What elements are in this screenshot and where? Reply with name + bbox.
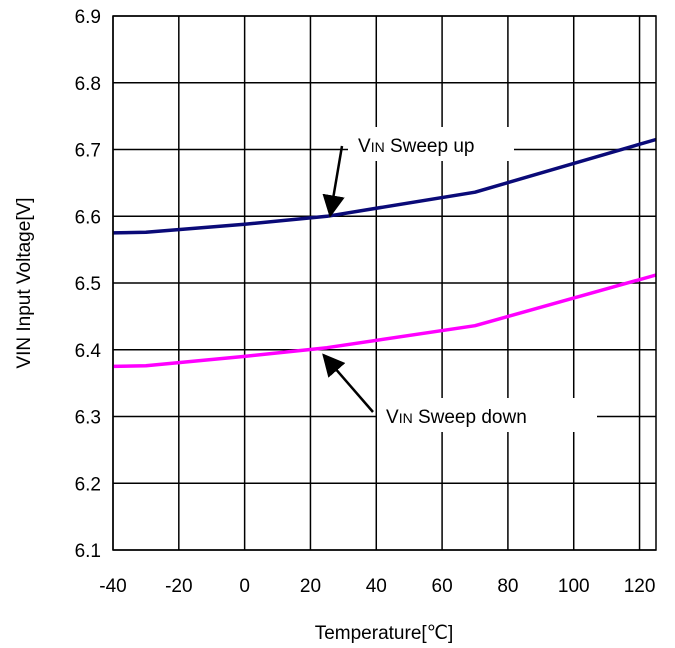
x-tick-label: -40	[99, 576, 126, 597]
y-tick-label: 6.1	[75, 541, 101, 562]
y-tick-label: 6.5	[75, 274, 101, 295]
series-line-2	[112, 273, 657, 369]
y-tick-labels: 6.1 6.2 6.3 6.4 6.5 6.6 6.7 6.8 6.9	[75, 7, 102, 562]
x-tick-label: -20	[165, 576, 192, 597]
annotation-arrow	[322, 145, 345, 218]
y-tick-label: 6.3	[75, 408, 101, 429]
y-axis-title: VIN Input Voltage[V]	[14, 197, 35, 368]
y-tick-label: 6.6	[75, 207, 101, 228]
y-tick-label: 6.8	[75, 74, 101, 95]
x-tick-label: 100	[558, 576, 590, 597]
plot-frame	[112, 15, 657, 551]
x-tick-labels: -40 -20 0 20 40 60 80 100 120	[99, 576, 655, 597]
y-tick-label: 6.7	[75, 141, 101, 162]
annotation-arrow	[322, 353, 374, 413]
x-tick-label: 60	[432, 576, 453, 597]
grid-lines	[112, 15, 656, 551]
annotation-box	[348, 127, 514, 161]
x-tick-label: 40	[366, 576, 387, 597]
x-axis-title: Temperature[℃]	[315, 623, 454, 644]
x-tick-label: 0	[239, 576, 250, 597]
annotations: VIN Sweep up VIN Sweep down	[322, 127, 597, 432]
y-tick-label: 6.4	[75, 341, 102, 362]
series-lines	[112, 137, 657, 369]
y-tick-label: 6.9	[75, 7, 101, 28]
x-tick-label: 80	[497, 576, 518, 597]
x-tick-label: 120	[624, 576, 656, 597]
annotation-label: VIN Sweep up	[358, 136, 474, 157]
annotation-label: VIN Sweep down	[386, 407, 527, 428]
x-tick-label: 20	[300, 576, 321, 597]
annotation-box	[377, 398, 597, 432]
y-tick-label: 6.2	[75, 474, 101, 495]
series-line-1	[112, 137, 657, 235]
